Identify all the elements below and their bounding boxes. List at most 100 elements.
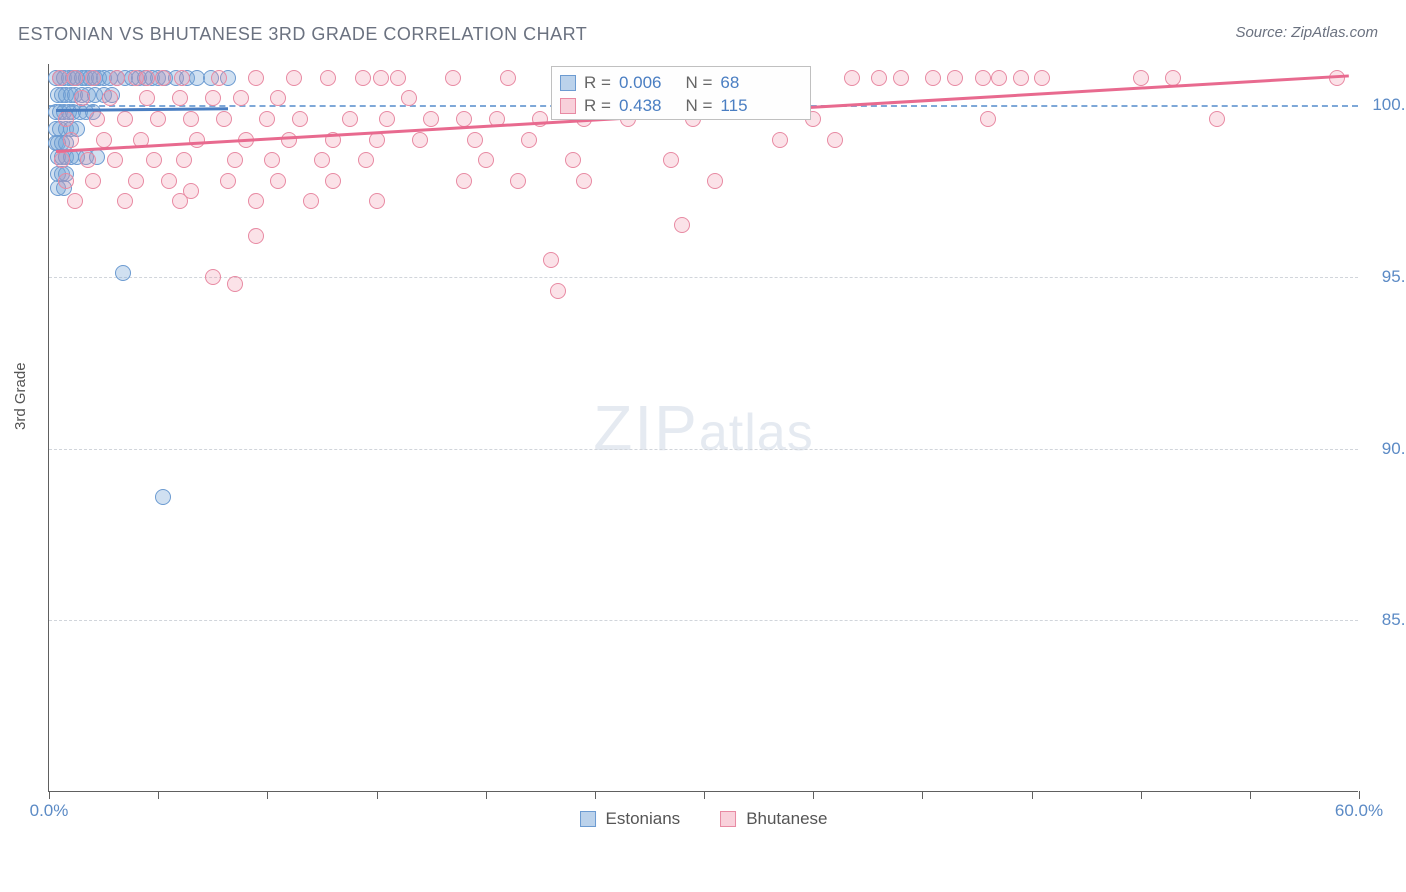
data-point [991,70,1007,86]
data-point [161,173,177,189]
x-tick-label: 0.0% [30,801,69,821]
x-tick-label: 60.0% [1335,801,1383,821]
data-point [183,111,199,127]
data-point [390,70,406,86]
data-point [248,70,264,86]
x-tick [1359,791,1360,799]
stats-r-value-0: 0.006 [619,73,662,93]
stats-box: R = 0.006 N = 68 R = 0.438 N = 115 [551,66,811,120]
y-tick-label: 95.0% [1370,267,1406,287]
data-point [259,111,275,127]
data-point [155,70,171,86]
data-point [844,70,860,86]
data-point [401,90,417,106]
data-point [248,228,264,244]
x-tick [486,791,487,799]
data-point [467,132,483,148]
data-point [445,70,461,86]
data-point [1133,70,1149,86]
data-point [150,111,166,127]
data-point [270,90,286,106]
data-point [314,152,330,168]
stats-n-value-0: 68 [720,73,739,93]
stats-n-label: N = [685,96,712,116]
data-point [270,173,286,189]
data-point [52,70,68,86]
data-point [286,70,302,86]
data-point [211,70,227,86]
x-tick [922,791,923,799]
x-tick [1141,791,1142,799]
data-point [355,70,371,86]
stats-r-label: R = [584,96,611,116]
data-point [674,217,690,233]
data-point [980,111,996,127]
x-tick [595,791,596,799]
data-point [248,193,264,209]
y-tick-label: 85.0% [1370,610,1406,630]
stats-n-label: N = [685,73,712,93]
legend-label-estonians: Estonians [606,809,681,829]
data-point [176,152,192,168]
x-tick [377,791,378,799]
data-point [54,152,70,168]
stats-row-bhutanese: R = 0.438 N = 115 [560,94,802,117]
data-point [85,70,101,86]
data-point [373,70,389,86]
grid-line [49,449,1358,450]
data-point [281,132,297,148]
data-point [456,111,472,127]
x-tick [158,791,159,799]
data-point [227,152,243,168]
x-tick [49,791,50,799]
stats-row-estonians: R = 0.006 N = 68 [560,71,802,94]
data-point [925,70,941,86]
stats-swatch-pink [560,98,576,114]
data-point [172,90,188,106]
data-point [155,489,171,505]
data-point [303,193,319,209]
data-point [128,173,144,189]
x-tick [267,791,268,799]
data-point [358,152,374,168]
data-point [379,111,395,127]
legend-label-bhutanese: Bhutanese [746,809,827,829]
data-point [227,276,243,292]
data-point [220,173,236,189]
data-point [139,90,155,106]
stats-swatch-blue [560,75,576,91]
data-point [521,132,537,148]
watermark-zip: ZIP [593,392,699,464]
data-point [423,111,439,127]
data-point [456,173,472,189]
data-point [1034,70,1050,86]
y-tick-label: 90.0% [1370,439,1406,459]
data-point [550,283,566,299]
grid-line [49,620,1358,621]
y-axis-label: 3rd Grade [12,362,29,430]
watermark-atlas: atlas [699,404,814,462]
data-point [412,132,428,148]
y-tick-label: 100.0% [1370,95,1406,115]
data-point [146,152,162,168]
data-point [707,173,723,189]
data-point [74,90,90,106]
data-point [96,132,112,148]
data-point [342,111,358,127]
data-point [369,193,385,209]
data-point [58,173,74,189]
chart-title: ESTONIAN VS BHUTANESE 3RD GRADE CORRELAT… [18,24,587,45]
data-point [827,132,843,148]
data-point [205,90,221,106]
data-point [58,111,74,127]
data-point [89,111,105,127]
x-tick [1032,791,1033,799]
grid-line [49,277,1358,278]
data-point [189,132,205,148]
data-point [205,269,221,285]
data-point [893,70,909,86]
data-point [67,193,83,209]
data-point [115,265,131,281]
x-tick [813,791,814,799]
data-point [139,70,155,86]
